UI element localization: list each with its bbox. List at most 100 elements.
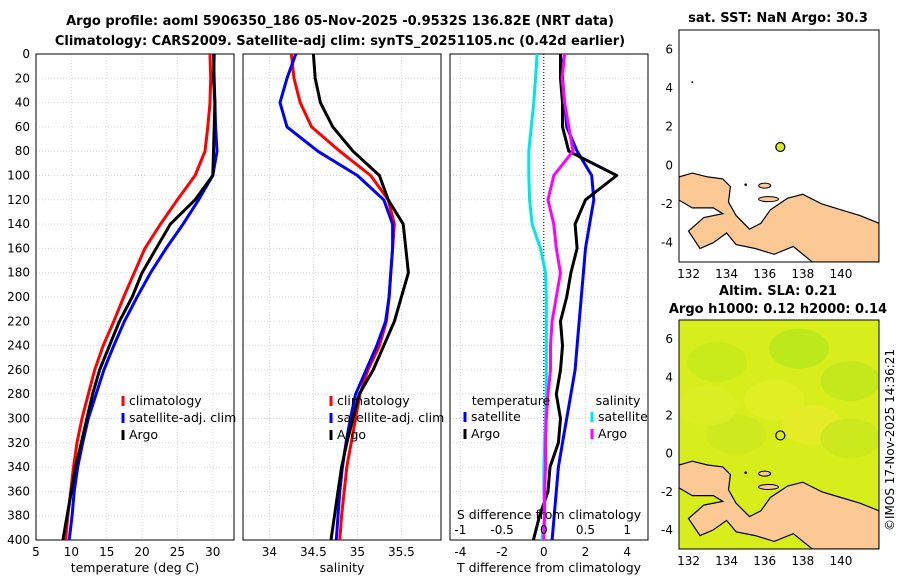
sst_map-island-biak — [758, 182, 772, 189]
sla_map-xtick-label: 136 — [753, 554, 776, 568]
sst_map-xtick-label: 134 — [715, 267, 738, 281]
temperature-ytick-label: 380 — [7, 509, 30, 523]
temperature-series-climatology — [64, 53, 213, 541]
temperature-ytick-label: 100 — [7, 169, 30, 183]
temperature-xtick-label: 10 — [64, 545, 79, 559]
sst_map-islet — [744, 183, 747, 186]
salinity-xtick-label: 35.5 — [388, 545, 415, 559]
salinity-xtick-label: 35 — [350, 545, 365, 559]
sla_map-xtick-label: 134 — [715, 554, 738, 568]
sla_map-island-biak — [758, 470, 772, 477]
temperature-xtick-label: 5 — [32, 545, 40, 559]
sst_map-content — [679, 141, 879, 262]
difference-x2tick-label: 0.5 — [576, 523, 595, 537]
sst_map-xtick-label: 140 — [829, 267, 852, 281]
temperature-panel — [35, 53, 235, 541]
difference-axes-frame — [449, 53, 649, 541]
difference-legend-right-title: salinity — [596, 393, 641, 408]
sla_map-ytick-label: -2 — [661, 485, 673, 499]
difference-legend-s-argo-label: Argo — [598, 426, 627, 441]
salinity-xlabel: salinity — [320, 560, 365, 575]
sla_map-ytick-label: 2 — [665, 408, 673, 422]
sla_map-sla-blob-6 — [820, 418, 879, 459]
sst_map-ytick-label: 0 — [665, 158, 673, 172]
sst_map-island-yapen — [758, 196, 780, 203]
temperature-ytick-label: 300 — [7, 412, 30, 426]
temperature-ytick-label: 340 — [7, 460, 30, 474]
temperature-ytick-label: 360 — [7, 484, 30, 498]
difference-legend-t-argo-label: Argo — [471, 426, 500, 441]
temperature-legend-1-label: satellite-adj. clim — [129, 410, 236, 425]
difference-xtick-label: -4 — [454, 545, 466, 559]
sst-map-speck — [691, 81, 694, 84]
temperature-series-argo — [61, 53, 217, 541]
sst_map-ytick-label: -4 — [661, 236, 673, 250]
salinity-axes-frame — [242, 53, 442, 541]
temperature-ytick-label: 180 — [7, 266, 30, 280]
sla_map-argo-marker — [775, 430, 786, 441]
difference-xlabel: T difference from climatology — [456, 560, 642, 575]
salinity-legend-0-label: climatology — [337, 393, 410, 408]
temperature-xtick-label: 25 — [170, 545, 185, 559]
imos-timestamp-watermark: ©IMOS 17-Nov-2025 14:36:21 — [883, 349, 897, 531]
temperature-legend-0-label: climatology — [129, 393, 202, 408]
sst_map-argo-marker — [775, 141, 786, 153]
temperature-xtick-label: 30 — [205, 545, 220, 559]
sla_map-islet — [744, 471, 747, 474]
difference-xtick-label: 0 — [540, 545, 548, 559]
temperature-ytick-label: 20 — [15, 71, 30, 85]
salinity-legend-2-label: Argo — [337, 427, 366, 442]
difference-xtick-label: 2 — [582, 545, 590, 559]
temperature-ytick-label: 80 — [15, 144, 30, 158]
difference-x2tick-label: -0.5 — [490, 523, 513, 537]
sla-map-title-line1: Altim. SLA: 0.21 — [719, 284, 837, 299]
salinity-xtick-label: 34 — [262, 545, 277, 559]
sla_map-ytick-label: 0 — [665, 447, 673, 461]
sst_map-ytick-label: 6 — [665, 42, 673, 56]
difference-series-t-argo — [531, 54, 619, 541]
temperature-xlabel: temperature (deg C) — [71, 560, 200, 575]
sla_map-content — [679, 328, 879, 549]
figure-title-line1: Argo profile: aoml 5906350_186 05-Nov-20… — [66, 14, 614, 29]
sla_map-ytick-label: 6 — [665, 332, 673, 346]
temperature-ytick-label: 280 — [7, 387, 30, 401]
sst_map-xtick-label: 136 — [753, 267, 776, 281]
sla_map-sla-blob-3 — [744, 380, 805, 421]
sla_map-sla-blob-2 — [820, 361, 879, 402]
temperature-ytick-label: 40 — [15, 96, 30, 110]
sla_map-ytick-label: -4 — [661, 523, 673, 537]
sst-map-title: sat. SST: NaN Argo: 30.3 — [688, 11, 868, 26]
temperature-ytick-label: 240 — [7, 339, 30, 353]
temperature-ytick-label: 120 — [7, 193, 30, 207]
figure-title-line2: Climatology: CARS2009. Satellite-adj cli… — [55, 34, 625, 49]
difference-xtick-label: -2 — [496, 545, 508, 559]
temperature-ytick-label: 0 — [22, 47, 30, 61]
sla_map-sla-blob-7 — [679, 385, 738, 426]
sst_map-xtick-label: 132 — [677, 267, 700, 281]
temperature-series-satellite-adj--clim — [67, 53, 219, 541]
temperature-ytick-label: 60 — [15, 120, 30, 134]
sla_map-frame — [678, 319, 880, 550]
difference-legend-s-satellite-label: satellite — [598, 409, 648, 424]
sla_map-xtick-label: 138 — [791, 554, 814, 568]
temperature-ytick-label: 260 — [7, 363, 30, 377]
sla-map-title-line2: Argo h1000: 0.12 h2000: 0.14 — [669, 302, 887, 317]
sst_map-coastline-new-guinea — [679, 172, 879, 262]
sla_map-sla-blob-1 — [769, 328, 829, 369]
sla_map-xtick-label: 132 — [677, 554, 700, 568]
difference-series-s-argo — [542, 53, 575, 541]
difference-xtick-label: 4 — [623, 545, 631, 559]
sla_map-ytick-label: 4 — [665, 370, 673, 384]
temperature-ytick-label: 160 — [7, 241, 30, 255]
sst_map-ytick-label: -2 — [661, 197, 673, 211]
sla_map-coastline-new-guinea — [679, 460, 879, 549]
difference-legend-left-title: temperature — [472, 393, 551, 408]
temperature-ytick-label: 220 — [7, 314, 30, 328]
difference-legend-t-satellite-label: satellite — [471, 409, 521, 424]
temperature-xtick-label: 20 — [134, 545, 149, 559]
temperature-xtick-label: 15 — [99, 545, 114, 559]
sst_map-ytick-label: 2 — [665, 120, 673, 134]
sla_map-sla-blob-5 — [706, 414, 767, 455]
